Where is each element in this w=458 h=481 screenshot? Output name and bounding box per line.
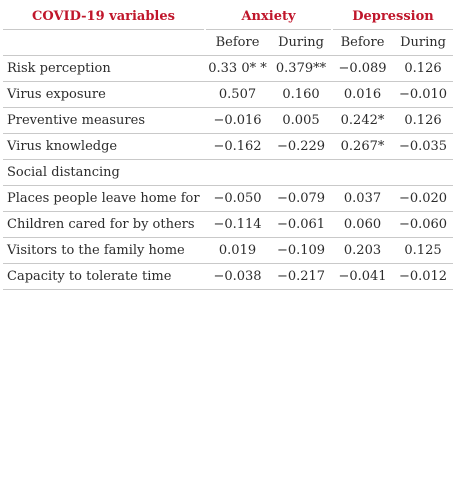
subheader-blank (3, 29, 205, 56)
row-label: Virus exposure (3, 81, 205, 108)
table-row: Places people leave home for −0.050 −0.0… (3, 185, 453, 212)
cell-value: 0.160 (270, 81, 332, 108)
cell-value: 0.203 (332, 237, 393, 264)
row-label: Places people leave home for (3, 185, 205, 212)
table-row: Social distancing (3, 159, 453, 186)
cell-value: −0.079 (270, 185, 332, 212)
table-row: Visitors to the family home 0.019 −0.109… (3, 237, 453, 264)
table-row: Preventive measures −0.016 0.005 0.242* … (3, 107, 453, 134)
cell-value: −0.010 (393, 81, 453, 108)
row-label: Virus knowledge (3, 133, 205, 160)
table-row: Children cared for by others −0.114 −0.0… (3, 211, 453, 238)
cell-value: −0.020 (393, 185, 453, 212)
depression-before-header: Before (332, 29, 393, 56)
anxiety-during-header: During (270, 29, 332, 56)
cell-value: −0.012 (393, 263, 453, 290)
row-label: Capacity to tolerate time (3, 263, 205, 290)
cell-value: −0.114 (205, 211, 270, 238)
row-label: Risk perception (3, 55, 205, 82)
cell-value: −0.041 (332, 263, 393, 290)
depression-during-header: During (393, 29, 453, 56)
table-row: Risk perception 0.33 0* * 0.379** −0.089… (3, 55, 453, 82)
cell-value: −0.050 (205, 185, 270, 212)
cell-value: −0.162 (205, 133, 270, 160)
cell-value: 0.060 (332, 211, 393, 238)
cell-value: 0.126 (393, 107, 453, 134)
cell-value: −0.038 (205, 263, 270, 290)
cell-value: 0.019 (205, 237, 270, 264)
anxiety-before-header: Before (205, 29, 270, 56)
row-label: Social distancing (3, 159, 205, 186)
variables-header: COVID-19 variables (3, 4, 205, 30)
cell-value (205, 159, 270, 186)
table-row: Virus exposure 0.507 0.160 0.016 −0.010 (3, 81, 453, 108)
anxiety-header: Anxiety (204, 4, 332, 30)
cell-value: 0.267* (332, 133, 393, 160)
cell-value: 0.037 (332, 185, 393, 212)
cell-value: 0.125 (393, 237, 453, 264)
row-label: Preventive measures (3, 107, 205, 134)
cell-value: 0.507 (205, 81, 270, 108)
correlation-table: COVID-19 variables Anxiety Depression Be… (3, 4, 453, 290)
cell-value: −0.035 (393, 133, 453, 160)
row-label: Children cared for by others (3, 211, 205, 238)
header-row: COVID-19 variables Anxiety Depression (3, 4, 453, 30)
cell-value: 0.379** (270, 55, 332, 82)
cell-value (270, 159, 332, 186)
table-row: Capacity to tolerate time −0.038 −0.217 … (3, 263, 453, 290)
cell-value: 0.016 (332, 81, 393, 108)
cell-value: −0.061 (270, 211, 332, 238)
cell-value: 0.005 (270, 107, 332, 134)
cell-value (332, 159, 393, 186)
cell-value: 0.33 0* * (205, 55, 270, 82)
subheader-row: Before During Before During (3, 29, 453, 56)
cell-value (393, 159, 453, 186)
cell-value: 0.126 (393, 55, 453, 82)
cell-value: −0.109 (270, 237, 332, 264)
cell-value: −0.060 (393, 211, 453, 238)
cell-value: −0.217 (270, 263, 332, 290)
table-row: Virus knowledge −0.162 −0.229 0.267* −0.… (3, 133, 453, 160)
depression-header: Depression (331, 4, 453, 30)
row-label: Visitors to the family home (3, 237, 205, 264)
cell-value: −0.016 (205, 107, 270, 134)
cell-value: 0.242* (332, 107, 393, 134)
cell-value: −0.089 (332, 55, 393, 82)
cell-value: −0.229 (270, 133, 332, 160)
